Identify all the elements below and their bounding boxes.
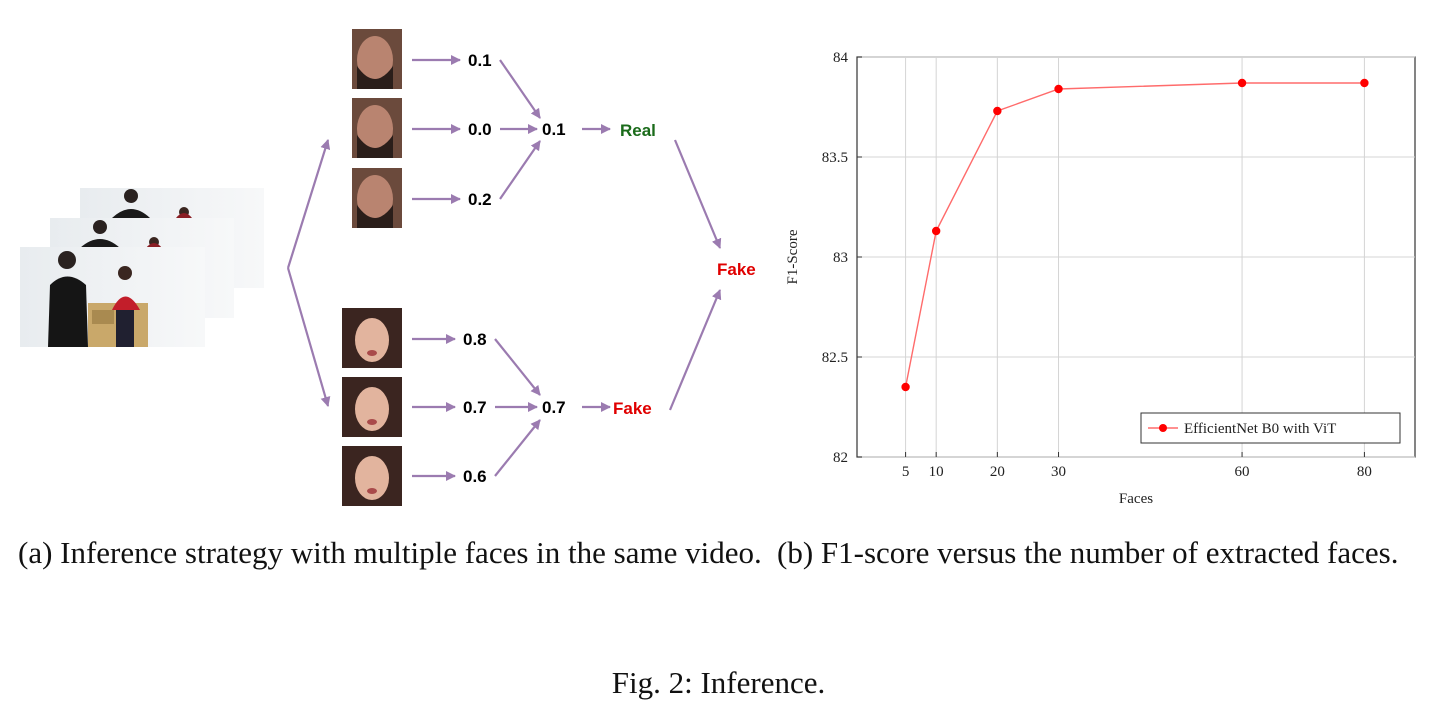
x-tick-label: 60 [1235, 464, 1250, 480]
series-line [904, 82, 1365, 388]
video-frame-front [20, 247, 205, 347]
man-face-crop [352, 168, 402, 228]
woman-face-score: 0.7 [463, 398, 487, 417]
f1-chart: 84 83.5 83 82.5 82 5 10 20 30 60 80 Faces F1-Scor… [785, 50, 1416, 507]
man-scores: 0.1 0.0 0.2 0.1 Real [468, 51, 656, 209]
woman-face-score: 0.6 [463, 467, 487, 486]
woman-aggregate-score: 0.7 [542, 398, 566, 417]
split-arrows [286, 139, 331, 407]
woman-scores: 0.8 0.7 0.6 0.7 Fake [463, 330, 652, 486]
woman-face-score: 0.8 [463, 330, 487, 349]
data-point [1237, 78, 1247, 88]
man-face-crop [352, 29, 402, 89]
figure-caption: Fig. 2: Inference. [611, 665, 826, 700]
data-point [993, 106, 1002, 116]
x-tick-label: 20 [990, 464, 1005, 480]
man-face-crops [352, 29, 402, 228]
x-axis-label: Faces [1119, 491, 1153, 507]
y-tick-label: 84 [833, 50, 849, 66]
x-axis-ticks: 5 10 20 30 60 80 [902, 452, 1372, 480]
y-tick-label: 83.5 [822, 150, 848, 166]
legend: EfficientNet B0 with ViT [1140, 412, 1401, 444]
series-points [901, 78, 1369, 392]
y-tick-label: 82.5 [822, 350, 848, 366]
final-decision-label: Fake [717, 260, 756, 279]
legend-box [1140, 412, 1401, 444]
legend-marker [1159, 424, 1167, 432]
woman-face-crop [342, 308, 402, 368]
man-face-crop [352, 98, 402, 158]
man-face-score: 0.1 [468, 51, 492, 70]
caption-b: (b) F1-score versus the number of extrac… [777, 535, 1399, 570]
data-point [1054, 84, 1063, 94]
y-axis-label: F1-Score [785, 229, 801, 284]
data-point [1360, 78, 1369, 88]
x-tick-label: 10 [929, 464, 944, 480]
data-point [931, 226, 941, 236]
y-axis-ticks: 84 83.5 83 82.5 82 [822, 50, 862, 466]
x-tick-label: 5 [902, 464, 910, 480]
woman-face-crops [342, 308, 402, 506]
data-point [901, 382, 910, 392]
y-tick-label: 83 [833, 250, 848, 266]
woman-decision-label: Fake [613, 399, 652, 418]
chart-grid [857, 56, 1415, 458]
y-tick-label: 82 [833, 450, 848, 466]
x-tick-label: 30 [1051, 464, 1066, 480]
caption-a: (a) Inference strategy with multiple fac… [18, 535, 762, 570]
woman-face-crop [342, 446, 402, 506]
legend-entry: EfficientNet B0 with ViT [1184, 421, 1336, 437]
man-face-score: 0.2 [468, 190, 492, 209]
man-face-score: 0.0 [468, 120, 492, 139]
pipeline-arrows [412, 55, 722, 481]
man-decision-label: Real [620, 121, 656, 140]
video-frames [20, 188, 264, 347]
man-aggregate-score: 0.1 [542, 120, 566, 139]
figure-canvas: 0.1 0.0 0.2 0.1 Real 0.8 0.7 0.6 0.7 Fak… [20, 29, 1416, 507]
woman-face-crop [342, 377, 402, 437]
x-tick-label: 80 [1357, 464, 1372, 480]
